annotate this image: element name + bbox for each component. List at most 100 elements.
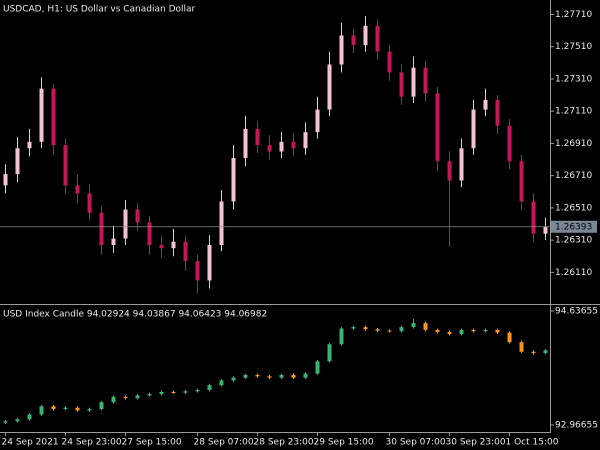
x-tick-label: 27 Sep 15:00 [122, 438, 182, 448]
candle-body [147, 222, 152, 245]
y-tick-label: 1.26310 [555, 236, 592, 246]
candle-body [303, 132, 308, 149]
candle-body [279, 374, 284, 378]
pane-title: USDCAD, H1: US Dollar vs Canadian Dollar [3, 5, 196, 15]
candle-body [387, 330, 392, 332]
candle-body [159, 391, 164, 395]
candle-body [387, 51, 392, 73]
candle-body [267, 145, 272, 152]
candle-body [255, 128, 260, 146]
candle-body [543, 226, 548, 234]
candle-body [327, 344, 332, 362]
candle-body [123, 396, 128, 399]
candle-body [327, 64, 332, 110]
x-tick-label: 29 Sep 15:00 [314, 438, 374, 448]
candle-body [15, 419, 20, 422]
candle-body [135, 209, 140, 223]
x-tick-label: 30 Sep 23:00 [446, 438, 506, 448]
candle-body [315, 109, 320, 133]
candle-body [3, 174, 8, 186]
candle-body [51, 406, 56, 410]
y-tick-label: 1.27510 [555, 42, 592, 52]
y-tick-label: 1.27110 [555, 107, 592, 117]
candle-body [87, 193, 92, 213]
candle-body [39, 88, 44, 142]
candle-body [411, 323, 416, 328]
candle-body [351, 327, 356, 329]
candle-body [219, 201, 224, 245]
candle-body [255, 374, 260, 377]
candle-body [531, 351, 536, 354]
candle-body [519, 161, 524, 202]
x-tick-label: 24 Sep 2021 [2, 438, 59, 448]
x-tick-label: 1 Oct 15:00 [506, 438, 559, 448]
candle-body [543, 350, 548, 354]
candle-body [123, 209, 128, 239]
candle-body [75, 185, 80, 194]
candle-body [291, 374, 296, 378]
candle-body [471, 329, 476, 332]
candle-body [447, 161, 452, 181]
candle-body [27, 414, 32, 420]
candle-body [75, 407, 80, 411]
candle-body [63, 145, 68, 186]
y-tick-label: 92.96655 [555, 420, 598, 430]
candle-body [207, 385, 212, 390]
candle-body [63, 407, 68, 410]
candle-body [423, 67, 428, 94]
candle-body [183, 391, 188, 393]
candle-body [171, 241, 176, 249]
candle-body [111, 238, 116, 245]
candle-body [195, 261, 200, 281]
x-tick-label: 30 Sep 07:00 [386, 438, 446, 448]
candle-body [459, 329, 464, 334]
candle-body [435, 93, 440, 162]
candle-body [243, 374, 248, 378]
candle-body [39, 406, 44, 415]
candle-body [495, 329, 500, 333]
candle-body [471, 109, 476, 149]
candle-body [183, 241, 188, 262]
current-price-box [551, 220, 597, 233]
x-tick-label: 24 Sep 23:00 [62, 438, 122, 448]
candle-body [267, 376, 272, 378]
candle-body [87, 409, 92, 411]
candle-body [315, 361, 320, 374]
candle-body [339, 35, 344, 65]
x-tick-label: 28 Sep 07:00 [194, 438, 254, 448]
candle-body [303, 373, 308, 378]
candle-body [507, 125, 512, 162]
candle-body [171, 391, 176, 393]
candle-body [135, 395, 140, 399]
candle-body [399, 327, 404, 332]
candle-body [3, 421, 8, 423]
candle-body [339, 328, 344, 345]
candle-body [279, 141, 284, 152]
candle-body [423, 323, 428, 330]
candle-body [351, 35, 356, 46]
candle-body [519, 342, 524, 352]
candle-body [375, 25, 380, 52]
candle-body [363, 327, 368, 330]
candle-body [231, 157, 236, 202]
y-tick-label: 94.63655 [555, 307, 598, 317]
candle-body [207, 244, 212, 281]
candle-body [159, 244, 164, 249]
candle-body [231, 377, 236, 381]
y-tick-label: 1.26710 [555, 171, 592, 181]
candle-body [15, 148, 20, 175]
y-tick-label: 1.26510 [555, 203, 592, 213]
candle-body [27, 141, 32, 149]
candle-body [99, 402, 104, 410]
candle-body [363, 25, 368, 46]
candle-body [459, 148, 464, 181]
candle-body [51, 88, 56, 146]
candle-body [243, 128, 248, 158]
candle-body [195, 389, 200, 392]
candle-body [495, 99, 500, 126]
current-price-label: 1.26393 [555, 222, 592, 232]
candle-body [291, 141, 296, 149]
candle-body [219, 380, 224, 386]
